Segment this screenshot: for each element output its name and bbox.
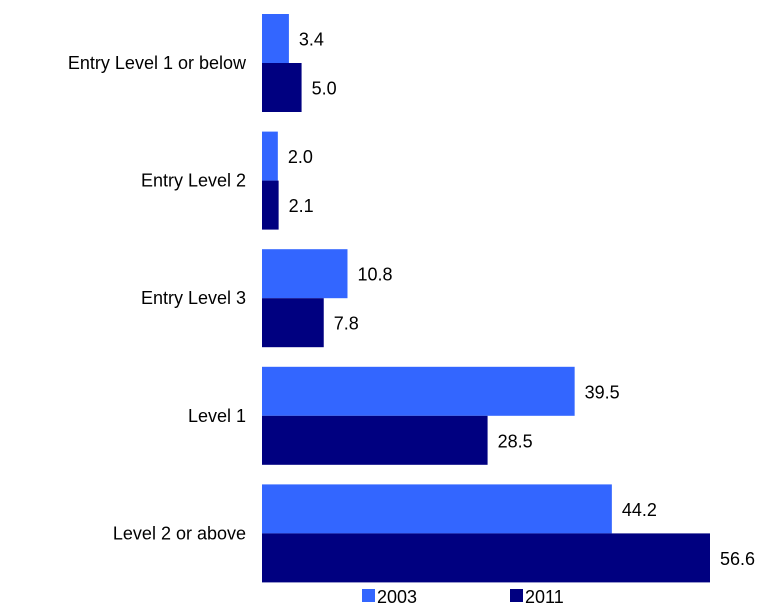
data-label-2003-1: 2.0 — [288, 147, 313, 167]
bar-2011-2 — [262, 298, 324, 348]
bar-2003-1 — [262, 131, 278, 181]
legend: 2003 2011 — [362, 587, 564, 607]
category-label: Entry Level 2 — [141, 171, 246, 191]
bar-2011-3 — [262, 415, 488, 465]
data-label-2011-2: 7.8 — [334, 314, 359, 334]
bars — [262, 14, 710, 583]
data-label-2011-0: 5.0 — [312, 79, 337, 99]
category-labels: Entry Level 1 or below Entry Level 2 Entry… — [68, 53, 247, 543]
legend-swatch-2011 — [510, 589, 523, 602]
bar-2011-0 — [262, 63, 302, 112]
category-label: Level 2 or above — [113, 523, 246, 543]
data-label-2003-2: 10.8 — [357, 265, 392, 285]
data-label-2003-4: 44.2 — [622, 500, 657, 520]
data-label-2011-3: 28.5 — [498, 431, 533, 451]
data-label-2011-1: 2.1 — [289, 196, 314, 216]
legend-label-2003: 2003 — [377, 587, 417, 607]
bar-2003-2 — [262, 249, 348, 299]
category-label: Entry Level 3 — [141, 288, 246, 308]
legend-swatch-2003 — [362, 589, 375, 602]
bar-2003-4 — [262, 484, 612, 534]
bar-2011-1 — [262, 180, 279, 230]
bar-2003-0 — [262, 14, 289, 63]
bar-2003-3 — [262, 366, 575, 416]
category-label: Level 1 — [188, 406, 246, 426]
data-labels: 3.4 5.0 2.0 2.1 10.8 7.8 39.5 28.5 44.2 56.6 — [288, 30, 755, 569]
data-label-2003-3: 39.5 — [585, 382, 620, 402]
category-label: Entry Level 1 or below — [68, 53, 247, 73]
data-label-2011-4: 56.6 — [720, 549, 755, 569]
bar-2011-4 — [262, 533, 710, 583]
data-label-2003-0: 3.4 — [299, 30, 324, 50]
legend-label-2011: 2011 — [525, 587, 564, 607]
